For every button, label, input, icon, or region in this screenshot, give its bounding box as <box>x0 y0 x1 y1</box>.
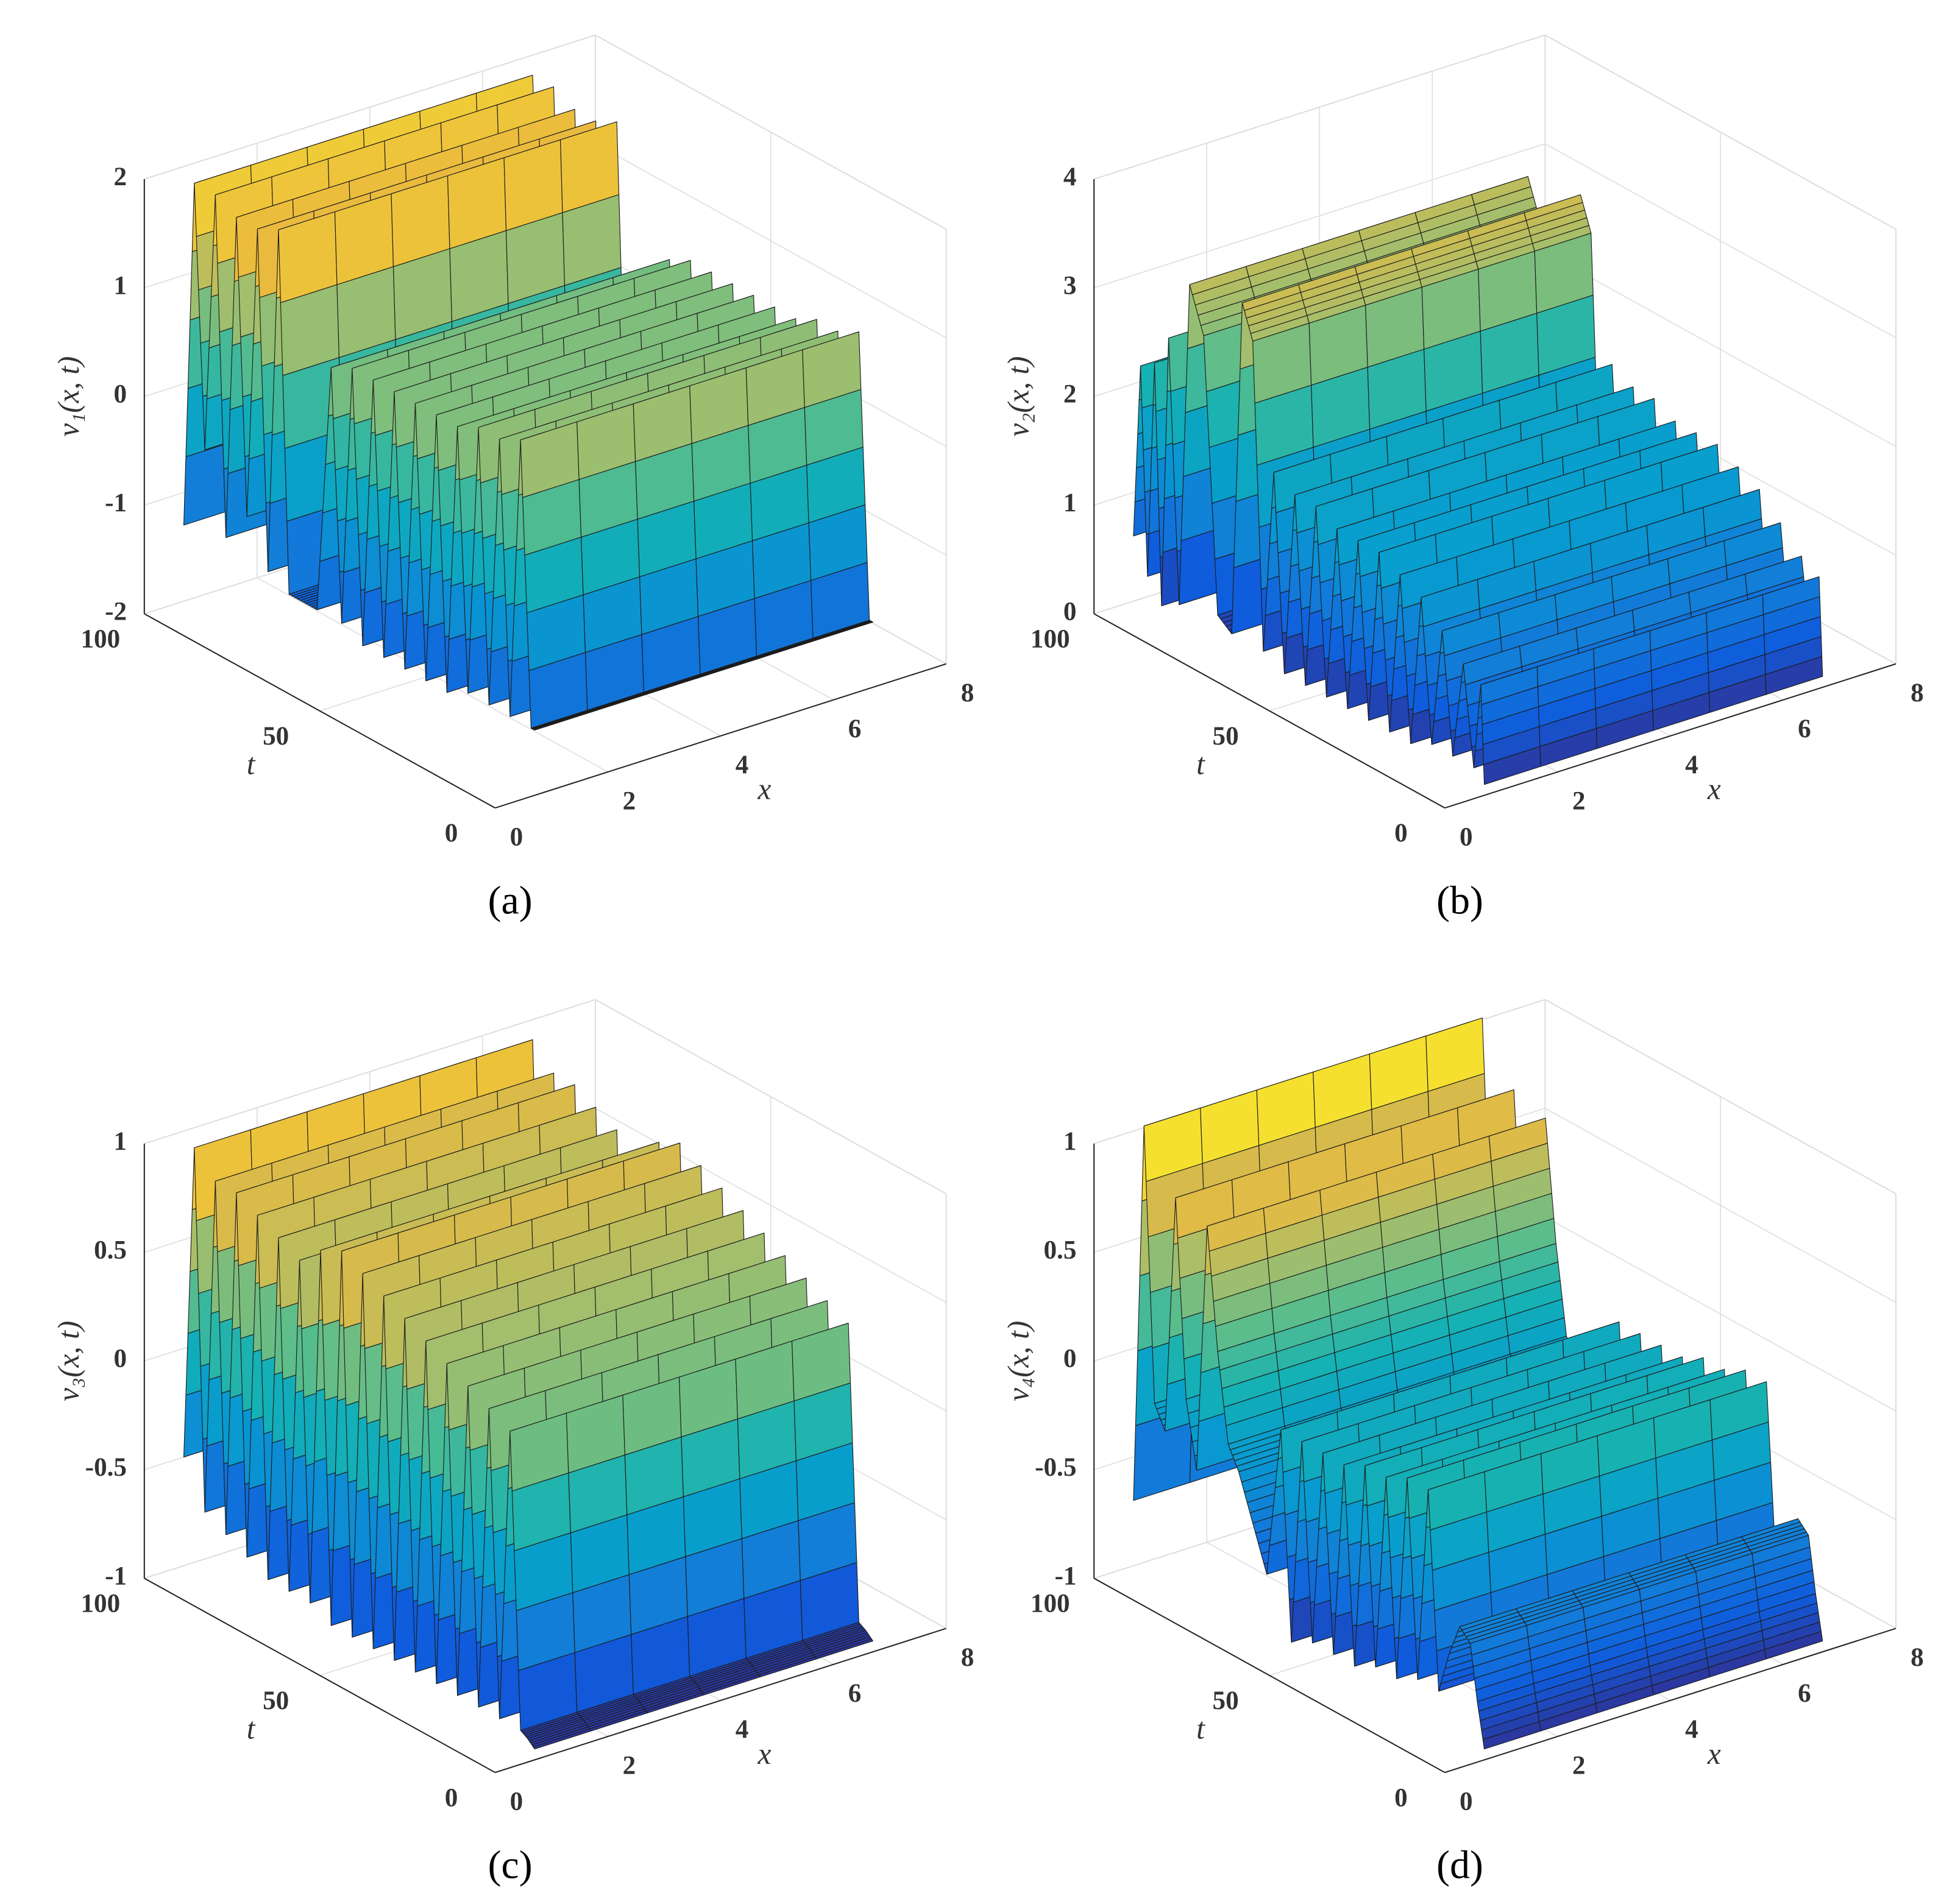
caption: (a) <box>488 878 533 922</box>
x-tick-label: 4 <box>1685 751 1698 779</box>
z-axis-title: v₃(x, t) <box>52 1321 85 1401</box>
x-tick-label: 0 <box>1460 823 1473 851</box>
caption: (b) <box>1436 878 1483 922</box>
t-tick-label: 50 <box>1212 722 1238 751</box>
z-tick-label: 0 <box>1063 1345 1077 1373</box>
z-tick-label: -1 <box>1054 1562 1076 1590</box>
z-tick-label: -1 <box>105 1562 127 1590</box>
x-tick-label: 0 <box>510 823 523 851</box>
t-axis-title: t <box>247 1712 256 1746</box>
z-tick-label: 0 <box>113 380 127 409</box>
t-axis <box>1093 613 1446 809</box>
t-tick-label: 0 <box>445 1783 458 1812</box>
z-tick-label: -2 <box>105 597 127 626</box>
x-tick-label: 6 <box>1798 1679 1811 1708</box>
caption: (d) <box>1436 1843 1483 1888</box>
x-tick-label: 6 <box>848 715 862 743</box>
x-axis-title: x <box>1707 1737 1721 1771</box>
x-axis <box>495 663 946 809</box>
x-tick-label: 8 <box>1911 679 1924 707</box>
z-tick-label: -1 <box>105 489 127 517</box>
z-axis-title: v₄(x, t) <box>1001 1321 1035 1401</box>
t-tick-label: 100 <box>80 1590 120 1618</box>
t-tick-label: 50 <box>263 1686 289 1715</box>
t-tick-label: 0 <box>445 819 458 848</box>
t-tick-label: 100 <box>1031 625 1070 654</box>
caption: (c) <box>488 1843 533 1888</box>
x-tick-label: 4 <box>736 751 749 779</box>
x-tick-label: 6 <box>1798 715 1811 743</box>
t-axis-title: t <box>1196 748 1205 781</box>
t-tick-label: 50 <box>263 722 289 751</box>
t-tick-label: 100 <box>80 625 120 654</box>
x-tick-label: 2 <box>1572 787 1586 815</box>
t-tick-label: 50 <box>1212 1686 1238 1715</box>
t-tick-label: 100 <box>1031 1590 1070 1618</box>
z-tick-label: 1 <box>113 271 127 300</box>
x-tick-label: 2 <box>623 787 636 815</box>
z-tick-label: 1 <box>113 1127 127 1156</box>
z-axis-title: v₁(x, t) <box>52 356 85 437</box>
x-tick-label: 2 <box>1572 1751 1586 1780</box>
z-tick-label: -0.5 <box>1035 1453 1076 1482</box>
z-axis-title: v₂(x, t) <box>1001 356 1035 437</box>
surface-patch <box>815 621 873 641</box>
x-tick-label: 4 <box>736 1715 749 1744</box>
x-tick-label: 8 <box>1911 1643 1924 1672</box>
z-tick-label: 0.5 <box>1043 1236 1076 1264</box>
z-tick-label: 1 <box>1063 1127 1077 1156</box>
t-axis-title: t <box>1196 1712 1205 1746</box>
z-tick-label: 0 <box>1063 597 1077 626</box>
x-axis <box>1444 663 1896 809</box>
t-axis-title: t <box>247 748 256 781</box>
x-tick-label: 4 <box>1685 1715 1698 1744</box>
t-axis <box>144 613 495 809</box>
t-tick-label: 0 <box>1394 819 1408 848</box>
x-axis-title: x <box>758 773 772 806</box>
x-tick-label: 0 <box>1460 1787 1473 1816</box>
x-tick-label: 2 <box>623 1751 636 1780</box>
z-tick-label: 3 <box>1063 271 1077 300</box>
z-tick-label: 0.5 <box>94 1236 127 1264</box>
z-tick-label: -0.5 <box>85 1453 127 1482</box>
z-tick-label: 2 <box>113 163 127 191</box>
z-tick-label: 0 <box>113 1345 127 1373</box>
x-tick-label: 8 <box>961 679 974 707</box>
x-axis-title: x <box>758 1737 772 1771</box>
z-tick-label: 4 <box>1063 163 1077 191</box>
z-tick-label: 1 <box>1063 489 1077 517</box>
x-tick-label: 8 <box>961 1643 974 1672</box>
x-tick-label: 0 <box>510 1787 523 1816</box>
x-axis-title: x <box>1707 773 1721 806</box>
z-tick-label: 2 <box>1063 380 1077 409</box>
x-tick-label: 6 <box>848 1679 862 1708</box>
t-tick-label: 0 <box>1394 1783 1408 1812</box>
